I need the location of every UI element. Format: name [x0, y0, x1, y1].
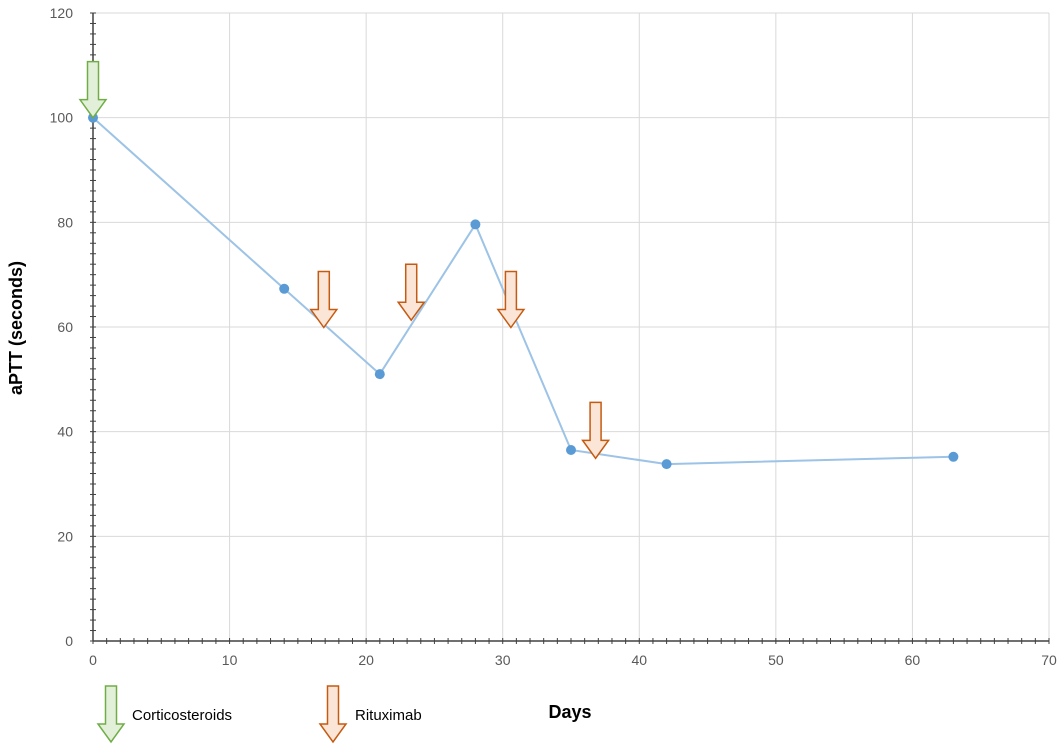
data-point: [374, 369, 385, 380]
x-tick-label: 60: [905, 652, 921, 668]
data-point: [948, 451, 959, 462]
data-point: [470, 219, 481, 230]
legend-label-rituximab: Rituximab: [355, 707, 422, 724]
treatment-arrows: [78, 60, 611, 460]
y-tick-labels: 0 20 40 60 80 100 120: [50, 5, 74, 649]
x-axis-title: Days: [548, 702, 591, 722]
y-tick-label: 120: [50, 5, 74, 21]
x-tick-label: 20: [358, 652, 374, 668]
data-point: [661, 459, 672, 470]
legend: Corticosteroids Rituximab: [96, 685, 422, 744]
x-tick-label: 70: [1041, 652, 1057, 668]
rituximab-arrow-icon: [496, 270, 526, 329]
x-tick-label: 10: [222, 652, 238, 668]
x-tick-label: 40: [631, 652, 647, 668]
legend-corticosteroids-arrow-icon: [96, 685, 126, 744]
axes: [90, 12, 1050, 644]
x-tick-labels: 0 10 20 30 40 50 60 70: [89, 652, 1057, 668]
y-tick-label: 20: [57, 528, 73, 544]
y-tick-label: 40: [57, 424, 73, 440]
y-tick-label: 100: [50, 110, 74, 126]
legend-label-corticosteroids: Corticosteroids: [132, 707, 232, 724]
rituximab-arrow-icon: [581, 401, 611, 460]
corticosteroids-arrow-icon: [78, 60, 108, 119]
y-tick-label: 60: [57, 319, 73, 335]
x-tick-label: 30: [495, 652, 511, 668]
legend-rituximab-arrow-icon: [318, 685, 348, 744]
data-series: [88, 112, 959, 470]
series-line: [92, 116, 954, 466]
y-tick-label: 0: [65, 633, 73, 649]
gridlines: [93, 12, 1050, 641]
x-tick-label: 0: [89, 652, 97, 668]
y-axis-title: aPTT (seconds): [6, 261, 26, 395]
rituximab-arrow-icon: [396, 263, 426, 322]
x-tick-label: 50: [768, 652, 784, 668]
y-tick-label: 80: [57, 214, 73, 230]
rituximab-arrow-icon: [309, 270, 339, 329]
data-point: [566, 444, 576, 455]
data-point: [279, 283, 290, 294]
